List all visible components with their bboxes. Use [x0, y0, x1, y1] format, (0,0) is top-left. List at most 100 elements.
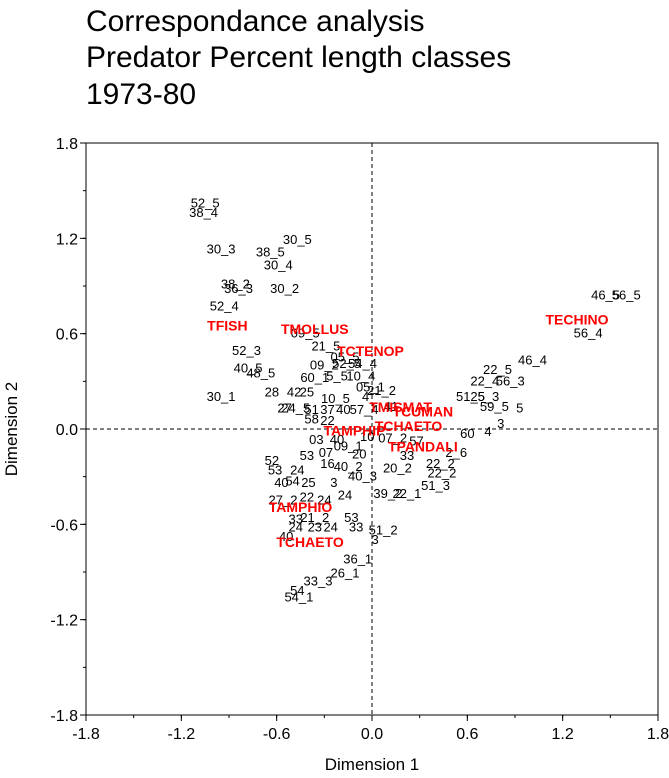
- point-label: 24_5: [281, 400, 310, 415]
- point-label: 53: [344, 510, 358, 525]
- point-label: 52_4: [210, 299, 239, 314]
- x-tick-label: -0.6: [263, 726, 291, 743]
- point-label: 03: [309, 432, 323, 447]
- y-tick-label: -0.6: [50, 517, 78, 534]
- point-label: 05_5: [331, 350, 360, 365]
- point-label: 5_5: [326, 369, 348, 384]
- predator-label: TMOLLUS: [281, 321, 349, 337]
- point-label: 22_1: [392, 486, 421, 501]
- point-label: 40: [330, 432, 344, 447]
- point-label: 38_2: [221, 276, 250, 291]
- point-label: 33: [349, 520, 363, 535]
- point-label: 10_5: [321, 391, 350, 406]
- point-label: 38_4: [189, 205, 218, 220]
- point-label: 24: [323, 520, 337, 535]
- point-label: 33: [288, 512, 302, 527]
- predator-label: TCHAETO: [276, 534, 344, 550]
- predator-label: TMISMAT: [369, 399, 432, 415]
- point-label: 46_5: [591, 288, 620, 303]
- point-label: 52_3: [232, 343, 261, 358]
- point-label: 56_3: [496, 373, 525, 388]
- point-label: 58: [304, 411, 318, 426]
- point-label: 54_4: [348, 356, 377, 371]
- point-label: 54_1: [284, 589, 313, 604]
- point-label: 51_5: [456, 389, 485, 404]
- point-label: 21_2: [367, 383, 396, 398]
- point-label: 52_5: [191, 195, 220, 210]
- chart-title-line-3: 1973-80: [86, 78, 197, 111]
- x-tick-label: -1.8: [72, 726, 100, 743]
- point-label: 24: [317, 493, 331, 508]
- point-label: 56_5: [612, 288, 641, 303]
- point-label: 10: [360, 429, 374, 444]
- point-label: 10_4: [346, 369, 375, 384]
- point-label: 53: [300, 448, 314, 463]
- point-label: 53: [268, 462, 282, 477]
- point-label: 51_3: [421, 478, 450, 493]
- point-label: 07_2: [378, 431, 407, 446]
- point-label: 52: [265, 453, 279, 468]
- reference-lines: [86, 143, 658, 715]
- point-label: 48_5: [246, 365, 275, 380]
- point-label: 46_4: [518, 353, 547, 368]
- point-label: 07: [319, 445, 333, 460]
- point-label: 36_3: [224, 281, 253, 296]
- y-tick-label: 1.2: [56, 231, 78, 248]
- y-tick-label: -1.2: [50, 613, 78, 630]
- point-label: 40: [274, 475, 288, 490]
- point-label: 22: [320, 413, 334, 428]
- point-label: 60_1: [300, 370, 329, 385]
- predator-label: TECHINO: [545, 311, 608, 327]
- point-label: 5: [516, 400, 523, 415]
- point-label: 60: [460, 426, 474, 441]
- predator-label: TFISH: [207, 318, 247, 334]
- predator-label: TCUMAN: [393, 404, 454, 420]
- point-labels: 52_538_430_530_3 38_530_438_236_3 30_252_4…: [189, 195, 641, 604]
- x-tick-label: 1.8: [647, 726, 669, 743]
- point-label: 42: [287, 384, 301, 399]
- point-label: 24: [288, 520, 302, 535]
- point-label: 33: [400, 448, 414, 463]
- predator-label: TPANDALI: [388, 438, 458, 454]
- point-label: 27: [277, 400, 291, 415]
- y-tick-label: -1.8: [50, 708, 78, 725]
- predator-label: TCTENOP: [337, 343, 404, 359]
- point-label: 24: [338, 488, 352, 503]
- point-label: 3: [330, 475, 337, 490]
- point-label: 4: [484, 424, 491, 439]
- point-label: 27_2: [269, 493, 298, 508]
- predator-label: TCHAETO: [375, 418, 443, 434]
- x-tick-label: 0.0: [361, 726, 383, 743]
- x-tick-label: 1.2: [552, 726, 574, 743]
- point-label: 40_2: [334, 459, 363, 474]
- point-label: 51: [304, 402, 318, 417]
- point-label: 22_5: [483, 362, 512, 377]
- x-tick-label: 0.6: [456, 726, 478, 743]
- point-label: 57_4: [350, 402, 379, 417]
- y-tick-label: 0.6: [56, 327, 78, 344]
- point-label: 59_5: [480, 399, 509, 414]
- point-label: 24: [290, 462, 304, 477]
- point-label: 38_5: [256, 245, 285, 260]
- point-label: 51_2: [369, 523, 398, 538]
- predator-label: TAMPHIP: [324, 423, 386, 439]
- chart-title-line-1: Correspondance analysis: [86, 5, 425, 38]
- point-label: 3: [372, 532, 379, 547]
- point-label: 36_1: [343, 551, 372, 566]
- point-label: 54: [285, 473, 299, 488]
- y-tick-label: 1.8: [56, 136, 78, 153]
- point-label: 40_3: [348, 469, 377, 484]
- point-label: 33_3: [304, 574, 333, 589]
- point-label: 20_2: [383, 461, 412, 476]
- point-label: 30_4: [264, 257, 293, 272]
- variable-labels: TFISH TMOLLUSTCTENOPTECHINOTMISMATTCUMANT…: [207, 311, 608, 549]
- point-label: 40: [279, 529, 293, 544]
- point-label: 25: [300, 384, 314, 399]
- point-label: 09_2: [310, 357, 339, 372]
- point-label: 52_5: [332, 356, 361, 371]
- point-label: 05_1: [356, 380, 385, 395]
- point-label: 57: [409, 434, 423, 449]
- point-label: 56_4: [574, 326, 603, 341]
- point-label: 22_2: [426, 456, 455, 471]
